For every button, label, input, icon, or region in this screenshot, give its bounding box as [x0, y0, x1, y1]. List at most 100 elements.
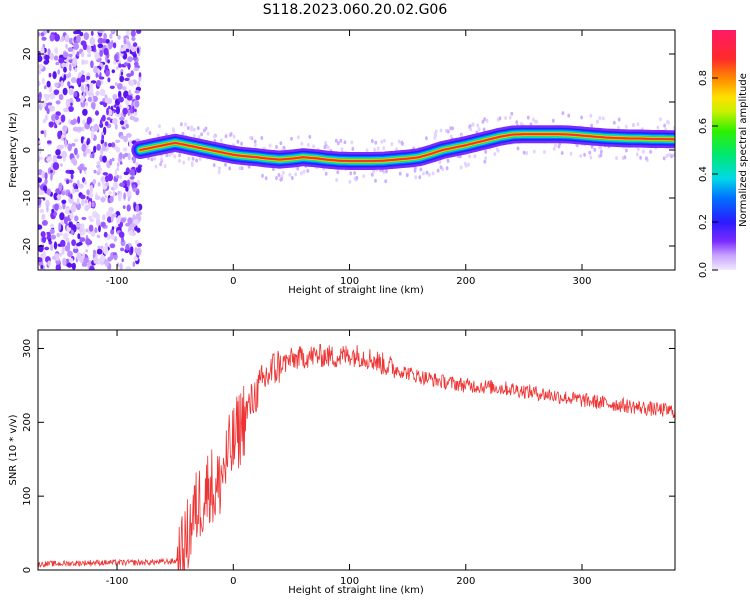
noise-speckle [56, 194, 61, 199]
noise-speckle [70, 193, 73, 200]
ridge-speckle [372, 169, 376, 174]
ridge-speckle [279, 141, 283, 146]
noise-speckle [97, 182, 101, 187]
noise-speckle [69, 211, 74, 220]
noise-speckle [125, 133, 132, 138]
noise-speckle [106, 97, 113, 105]
ridge-speckle [351, 146, 355, 151]
ridge-speckle [580, 115, 583, 120]
noise-speckle [93, 124, 99, 132]
noise-speckle [41, 170, 46, 179]
noise-speckle [118, 231, 125, 238]
noise-speckle [112, 252, 117, 256]
ridge-speckle [350, 140, 354, 145]
ridge-speckle [306, 143, 310, 147]
ridge-speckle [203, 128, 206, 133]
noise-speckle [42, 185, 48, 192]
ridge-speckle [526, 115, 530, 120]
ridge-speckle [471, 122, 475, 127]
ridge-speckle [290, 176, 294, 180]
noise-speckle [126, 30, 130, 37]
noise-speckle [47, 102, 53, 106]
noise-speckle [44, 93, 50, 102]
noise-speckle [109, 195, 114, 203]
x-tick-label: 300 [572, 576, 591, 587]
ridge-speckle [438, 160, 441, 165]
noise-speckle [86, 140, 89, 146]
ridge-speckle [180, 122, 183, 127]
noise-speckle [70, 173, 74, 180]
noise-speckle [94, 195, 101, 200]
ridge-speckle [459, 165, 463, 170]
noise-speckle [55, 61, 60, 66]
ridge-speckle [353, 171, 356, 175]
ridge-speckle [197, 135, 201, 139]
noise-speckle [119, 116, 125, 121]
ridge-speckle [425, 170, 429, 175]
colorbar-ticks: 0.0 0.2 0.4 0.6 0.8 [698, 70, 718, 278]
ridge-speckle [365, 148, 369, 153]
noise-speckle [93, 169, 97, 174]
noise-speckle [96, 248, 103, 255]
noise-speckle [50, 234, 56, 240]
noise-speckle [96, 80, 101, 87]
noise-speckle [78, 183, 84, 189]
noise-speckle [51, 208, 55, 213]
ridge-speckle [419, 167, 423, 172]
noise-speckle [119, 262, 123, 270]
ridge-speckle [148, 131, 152, 135]
ridge-speckle [323, 145, 327, 150]
noise-speckle [70, 77, 77, 84]
colorbar-label: Normalized spectral amplitude [738, 73, 749, 227]
ridge-speckle [439, 165, 443, 170]
noise-speckle [54, 47, 59, 55]
ridge-speckle [324, 171, 328, 176]
noise-speckle [127, 152, 131, 161]
ridge-speckle [275, 145, 278, 149]
ridge-speckle [590, 123, 593, 128]
ridge-speckle [213, 134, 216, 139]
noise-speckle [119, 175, 122, 180]
noise-speckle [83, 91, 86, 98]
ridge-speckle [498, 116, 502, 121]
spectrogram-x-label: Height of straight line (km) [288, 285, 424, 296]
noise-speckle [38, 63, 44, 70]
noise-speckle [47, 140, 52, 144]
noise-speckle [125, 186, 129, 192]
ridge-speckle [484, 149, 488, 154]
noise-speckle [64, 245, 71, 252]
noise-speckle [67, 47, 74, 52]
ridge-speckle [601, 116, 605, 121]
noise-speckle [126, 179, 131, 187]
ridge-speckle [281, 170, 285, 175]
noise-speckle [43, 60, 49, 65]
noise-speckle [104, 121, 109, 127]
noise-speckle [54, 33, 60, 42]
noise-speckle [106, 210, 113, 218]
noise-speckle [67, 143, 72, 152]
noise-speckle [97, 43, 104, 49]
noise-speckle [120, 247, 125, 252]
noise-speckle [100, 138, 105, 145]
noise-speckle [120, 71, 124, 76]
noise-speckle [41, 236, 47, 244]
ridge-speckle [275, 176, 278, 180]
colorbar-tick-label: 0.6 [698, 118, 709, 134]
noise-speckle [91, 30, 94, 36]
noise-speckle [117, 90, 122, 99]
ridge-speckle [190, 127, 194, 132]
colorbar-tick-label: 0.8 [698, 70, 709, 86]
noise-speckle [74, 215, 79, 222]
noise-speckle [59, 38, 64, 42]
noise-speckle [46, 205, 49, 213]
noise-speckle [87, 53, 92, 58]
ridge-speckle [178, 158, 181, 163]
noise-speckle [129, 115, 136, 121]
noise-speckle [124, 77, 130, 82]
y-tick-label: -20 [22, 238, 33, 254]
noise-speckle [46, 188, 51, 196]
noise-speckle [107, 59, 110, 64]
ridge-speckle [362, 174, 366, 179]
ridge-speckle [349, 171, 353, 176]
noise-speckle [95, 90, 100, 96]
